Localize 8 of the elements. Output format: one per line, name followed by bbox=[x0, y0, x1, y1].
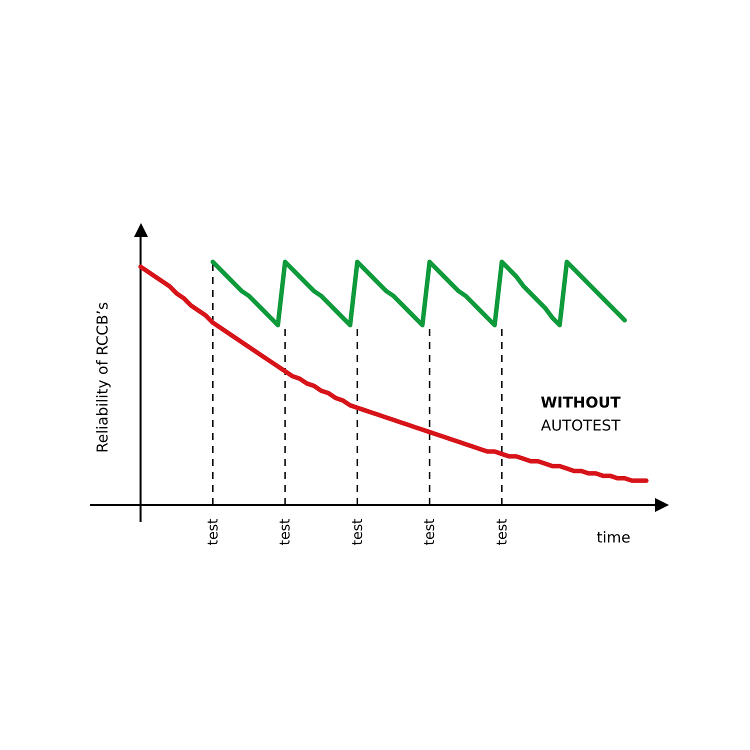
x-tick-label: test bbox=[494, 518, 510, 546]
x-tick-label: test bbox=[278, 518, 294, 546]
x-tick-label: test bbox=[422, 518, 438, 546]
x-axis-title: time bbox=[596, 528, 630, 546]
series-label: WITHOUT AUTOTEST bbox=[540, 394, 622, 435]
x-tick-label: test bbox=[350, 518, 366, 546]
x-tick-label: test bbox=[205, 518, 222, 546]
y-axis-title: Reliability of RCCB’s bbox=[94, 302, 112, 453]
